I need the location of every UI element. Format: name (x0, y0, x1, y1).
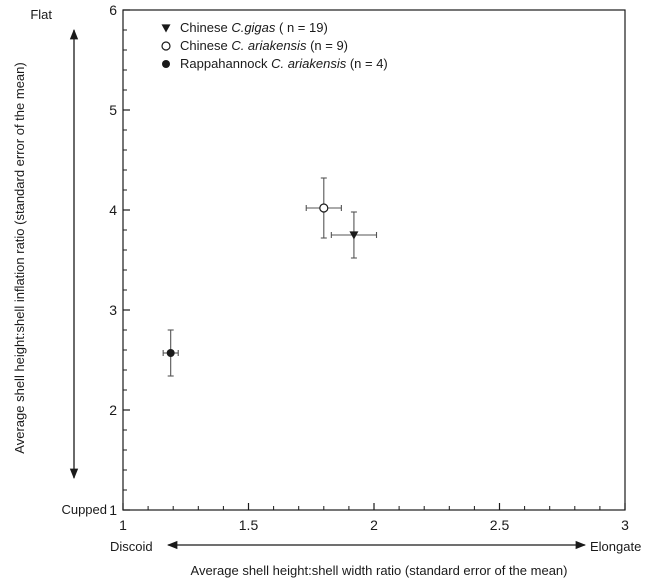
legend-marker (162, 60, 170, 68)
y-tick-label: 4 (109, 202, 117, 218)
legend-species: C. ariakensis (231, 38, 307, 53)
y-axis-title: Average shell height:shell inflation rat… (12, 62, 27, 453)
legend-suffix: ( n = 19) (275, 20, 327, 35)
legend-suffix: (n = 9) (306, 38, 348, 53)
x-annotation-low: Discoid (110, 539, 153, 554)
legend: Chinese C.gigas ( n = 19)Chinese C. aria… (161, 20, 388, 71)
legend-species: C. ariakensis (271, 56, 347, 71)
data-point (349, 231, 359, 240)
x-tick-label: 2.5 (490, 517, 510, 533)
legend-entry: Rappahannock C. ariakensis (n = 4) (180, 56, 388, 71)
x-tick-label: 3 (621, 517, 629, 533)
legend-entry: Chinese C. ariakensis (n = 9) (180, 38, 348, 53)
x-tick-label: 2 (370, 517, 378, 533)
y-tick-label: 2 (109, 402, 117, 418)
legend-entry: Chinese C.gigas ( n = 19) (180, 20, 328, 35)
data-points (162, 177, 378, 377)
legend-species: C.gigas (231, 20, 276, 35)
y-tick-label: 1 (109, 502, 117, 518)
y-tick-label: 6 (109, 2, 117, 18)
data-point (319, 203, 329, 213)
y-tick-label: 3 (109, 302, 117, 318)
y-annotation-high: Flat (30, 7, 52, 22)
legend-marker (161, 41, 171, 51)
legend-prefix: Chinese (180, 38, 231, 53)
legend-prefix: Chinese (180, 20, 231, 35)
legend-prefix: Rappahannock (180, 56, 271, 71)
data-point (166, 349, 175, 357)
x-tick-label: 1.5 (239, 517, 259, 533)
x-annotation-high: Elongate (590, 539, 641, 554)
x-axis-ticks: 1 1.5 2 2.5 3 (119, 503, 629, 533)
y-annotation-low: Cupped (61, 502, 107, 517)
legend-marker (161, 24, 171, 33)
y-axis-ticks: 1 2 3 4 5 6 (109, 2, 130, 518)
x-axis-title: Average shell height:shell width ratio (… (191, 563, 568, 578)
plot-area (122, 9, 626, 511)
x-tick-label: 1 (119, 517, 127, 533)
legend-suffix: (n = 4) (346, 56, 388, 71)
y-tick-label: 5 (109, 102, 117, 118)
